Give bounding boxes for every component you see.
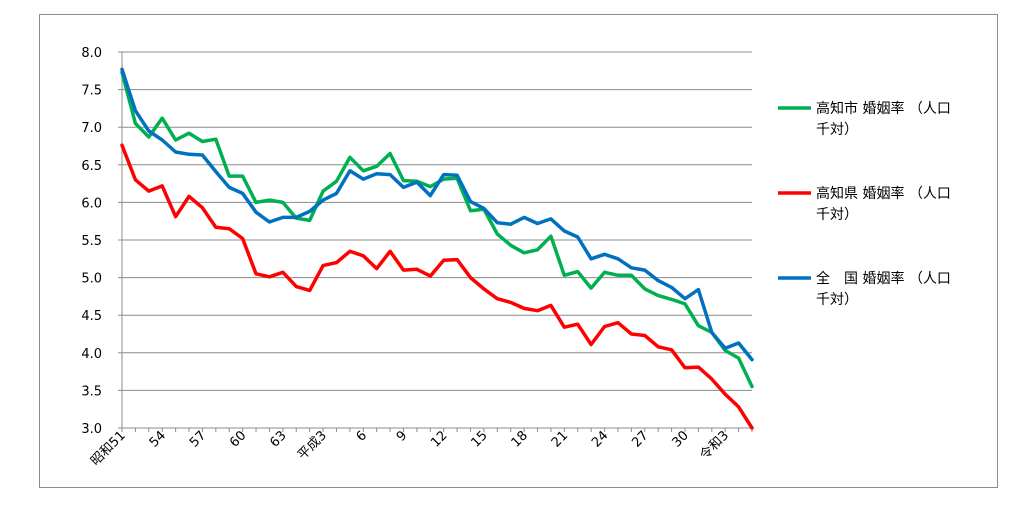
y-tick-label: 4.0 [81, 347, 102, 362]
series-line-1 [120, 143, 754, 430]
x-tick-label: 21 [549, 428, 571, 450]
x-tick-label: 15 [468, 428, 490, 450]
y-tick-label: 3.0 [81, 422, 102, 437]
y-tick-label: 5.0 [81, 272, 102, 287]
y-tick-label: 4.5 [81, 309, 102, 324]
axes [118, 51, 753, 432]
legend-label-continued: 千対） [816, 292, 858, 308]
series-lines [120, 67, 754, 430]
x-tick-label: 18 [509, 428, 531, 450]
x-tick-label: 24 [589, 428, 611, 450]
x-tick-label: 9 [394, 428, 410, 444]
x-tick-label: 30 [670, 428, 692, 450]
legend-label-continued: 千対） [816, 122, 858, 138]
gridlines [122, 51, 752, 429]
y-tick-label: 7.5 [81, 84, 102, 99]
x-axis-tick-labels: 昭和51 54 57 60 63 平成3 6 9 12 15 18 21 24 27 30 令和3 [88, 428, 732, 469]
x-tick-label: 12 [428, 428, 450, 450]
x-tick-label: 27 [629, 428, 651, 450]
x-tick-label: 63 [267, 428, 289, 450]
x-tick-label: 60 [227, 428, 249, 450]
y-axis-tick-labels: 8.0 7.5 7.0 6.5 6.0 5.5 5.0 4.5 4.0 3.5 3.0 [81, 46, 102, 437]
x-tick-label: 6 [354, 428, 370, 444]
x-tick-label: 令和3 [697, 428, 732, 463]
y-tick-label: 6.5 [81, 159, 102, 174]
chart-frame: 8.0 7.5 7.0 6.5 6.0 5.5 5.0 4.5 4.0 3.5 3.0 昭和51 54… [39, 14, 998, 488]
series-line-0 [120, 70, 754, 389]
series-line-2 [120, 67, 754, 362]
x-tick-label: 54 [147, 428, 169, 450]
x-tick-label: 平成3 [295, 428, 330, 463]
legend-label: 高知県 婚姻率 （人口 [816, 185, 951, 202]
legend-label-continued: 千対） [816, 207, 858, 223]
y-tick-label: 5.5 [81, 234, 102, 249]
y-tick-label: 8.0 [81, 46, 102, 61]
x-tick-label: 57 [187, 428, 209, 450]
legend-label: 高知市 婚姻率 （人口 [816, 100, 951, 117]
y-tick-label: 3.5 [81, 384, 102, 399]
y-tick-label: 6.0 [81, 196, 102, 211]
line-chart: 8.07.57.06.56.05.55.04.54.03.53.0 昭和51 54… [81, 46, 951, 469]
y-tick-label: 7.0 [81, 121, 102, 136]
legend-label: 全 国 婚姻率 （人口 [816, 270, 951, 287]
